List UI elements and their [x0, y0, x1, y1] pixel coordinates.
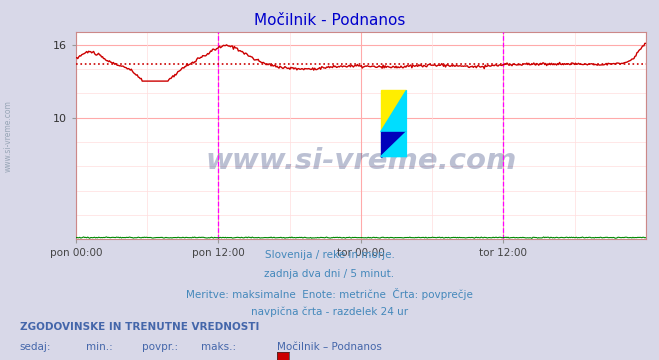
Text: navpična črta - razdelek 24 ur: navpična črta - razdelek 24 ur	[251, 306, 408, 317]
Text: zadnja dva dni / 5 minut.: zadnja dva dni / 5 minut.	[264, 269, 395, 279]
Text: Močilnik - Podnanos: Močilnik - Podnanos	[254, 13, 405, 28]
Polygon shape	[381, 90, 407, 132]
Text: min.:: min.:	[86, 342, 113, 352]
Polygon shape	[381, 90, 407, 132]
Text: ZGODOVINSKE IN TRENUTNE VREDNOSTI: ZGODOVINSKE IN TRENUTNE VREDNOSTI	[20, 322, 259, 332]
Text: sedaj:: sedaj:	[20, 342, 51, 352]
Text: www.si-vreme.com: www.si-vreme.com	[205, 147, 517, 175]
Polygon shape	[381, 132, 407, 157]
Text: povpr.:: povpr.:	[142, 342, 178, 352]
Polygon shape	[381, 132, 407, 157]
Text: Slovenija / reke in morje.: Slovenija / reke in morje.	[264, 250, 395, 260]
Text: Meritve: maksimalne  Enote: metrične  Črta: povprečje: Meritve: maksimalne Enote: metrične Črta…	[186, 288, 473, 300]
Text: Močilnik – Podnanos: Močilnik – Podnanos	[277, 342, 382, 352]
Text: www.si-vreme.com: www.si-vreme.com	[4, 100, 13, 172]
Text: maks.:: maks.:	[201, 342, 236, 352]
